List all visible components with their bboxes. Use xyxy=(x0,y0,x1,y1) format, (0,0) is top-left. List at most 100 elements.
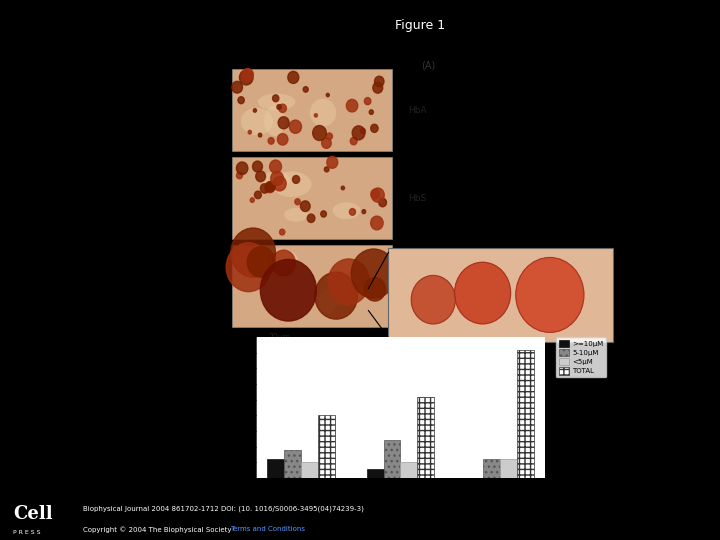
Ellipse shape xyxy=(260,248,298,270)
Text: (B): (B) xyxy=(421,342,436,352)
Circle shape xyxy=(279,104,287,112)
Circle shape xyxy=(300,201,310,212)
Bar xyxy=(301,462,318,478)
Circle shape xyxy=(374,76,384,86)
Bar xyxy=(233,246,392,327)
Circle shape xyxy=(267,181,274,189)
Text: 20μm: 20μm xyxy=(269,333,290,342)
Bar xyxy=(366,469,384,478)
Circle shape xyxy=(364,278,385,301)
Circle shape xyxy=(289,120,302,133)
Circle shape xyxy=(236,172,243,179)
Bar xyxy=(500,459,517,478)
Circle shape xyxy=(261,259,316,321)
Circle shape xyxy=(352,126,365,140)
Bar xyxy=(400,462,418,478)
Circle shape xyxy=(232,82,243,93)
Circle shape xyxy=(247,247,275,277)
Legend: >=10μM, 5-10μM, <5μM, TOTAL: >=10μM, 5-10μM, <5μM, TOTAL xyxy=(556,337,606,377)
Circle shape xyxy=(516,258,584,332)
Circle shape xyxy=(261,184,269,193)
Circle shape xyxy=(256,171,266,181)
Bar xyxy=(389,248,613,342)
Bar xyxy=(418,396,434,478)
Circle shape xyxy=(277,133,288,145)
Circle shape xyxy=(268,138,274,144)
Circle shape xyxy=(273,177,287,191)
Bar xyxy=(267,459,284,478)
Circle shape xyxy=(371,189,379,199)
Circle shape xyxy=(315,114,318,117)
Ellipse shape xyxy=(319,289,337,314)
Circle shape xyxy=(236,162,248,174)
Bar xyxy=(233,70,392,151)
Circle shape xyxy=(371,216,383,230)
Circle shape xyxy=(411,275,455,324)
Circle shape xyxy=(325,167,329,172)
Text: HbS: HbS xyxy=(408,194,427,202)
Circle shape xyxy=(372,188,384,202)
Circle shape xyxy=(326,93,329,97)
Ellipse shape xyxy=(333,202,361,219)
Circle shape xyxy=(341,186,344,190)
Circle shape xyxy=(266,181,275,192)
Text: Figure 1: Figure 1 xyxy=(395,19,446,32)
Text: Cell: Cell xyxy=(13,504,53,523)
Text: Terms and Conditions: Terms and Conditions xyxy=(230,526,305,532)
Ellipse shape xyxy=(284,208,308,221)
Circle shape xyxy=(272,250,295,276)
Ellipse shape xyxy=(261,171,291,188)
Circle shape xyxy=(278,117,289,129)
Text: (A): (A) xyxy=(421,60,436,71)
Text: HbC: HbC xyxy=(408,282,427,291)
Circle shape xyxy=(258,133,262,137)
Circle shape xyxy=(373,82,383,93)
Circle shape xyxy=(327,156,338,168)
Circle shape xyxy=(292,176,300,184)
Circle shape xyxy=(361,129,365,134)
Ellipse shape xyxy=(338,276,358,298)
Text: HbA: HbA xyxy=(408,106,427,114)
Bar xyxy=(318,415,335,478)
Circle shape xyxy=(349,208,356,215)
Ellipse shape xyxy=(333,287,357,307)
Bar xyxy=(384,440,400,478)
Circle shape xyxy=(322,138,331,148)
Circle shape xyxy=(346,99,358,112)
Bar xyxy=(517,349,534,478)
Circle shape xyxy=(279,229,285,235)
Circle shape xyxy=(254,191,261,199)
Circle shape xyxy=(231,228,276,277)
Circle shape xyxy=(320,211,326,217)
Text: Copyright © 2004 The Biophysical Society: Copyright © 2004 The Biophysical Society xyxy=(83,526,233,532)
Circle shape xyxy=(371,124,378,132)
Circle shape xyxy=(273,95,279,102)
Circle shape xyxy=(265,182,275,193)
Ellipse shape xyxy=(272,172,312,197)
Circle shape xyxy=(251,198,254,202)
Bar xyxy=(233,158,392,239)
Ellipse shape xyxy=(241,107,273,136)
Circle shape xyxy=(303,86,308,92)
Y-axis label: Number of droplets: Number of droplets xyxy=(225,370,233,444)
Circle shape xyxy=(326,133,333,140)
Circle shape xyxy=(242,69,253,81)
Circle shape xyxy=(369,110,374,114)
Circle shape xyxy=(295,199,300,205)
Circle shape xyxy=(315,272,358,319)
Circle shape xyxy=(312,125,326,140)
Text: Biophysical Journal 2004 861702-1712 DOI: (10. 1016/S0006-3495(04)74239-3): Biophysical Journal 2004 861702-1712 DOI… xyxy=(83,505,364,512)
Circle shape xyxy=(307,214,315,222)
Circle shape xyxy=(271,171,284,185)
Ellipse shape xyxy=(264,106,285,136)
Ellipse shape xyxy=(310,99,336,127)
Text: P R E S S: P R E S S xyxy=(13,530,40,535)
Circle shape xyxy=(253,161,263,172)
Circle shape xyxy=(277,105,282,110)
Circle shape xyxy=(351,249,396,298)
Circle shape xyxy=(454,262,510,324)
Circle shape xyxy=(362,210,366,214)
Bar xyxy=(483,459,500,478)
Circle shape xyxy=(226,243,271,292)
Circle shape xyxy=(350,137,357,145)
